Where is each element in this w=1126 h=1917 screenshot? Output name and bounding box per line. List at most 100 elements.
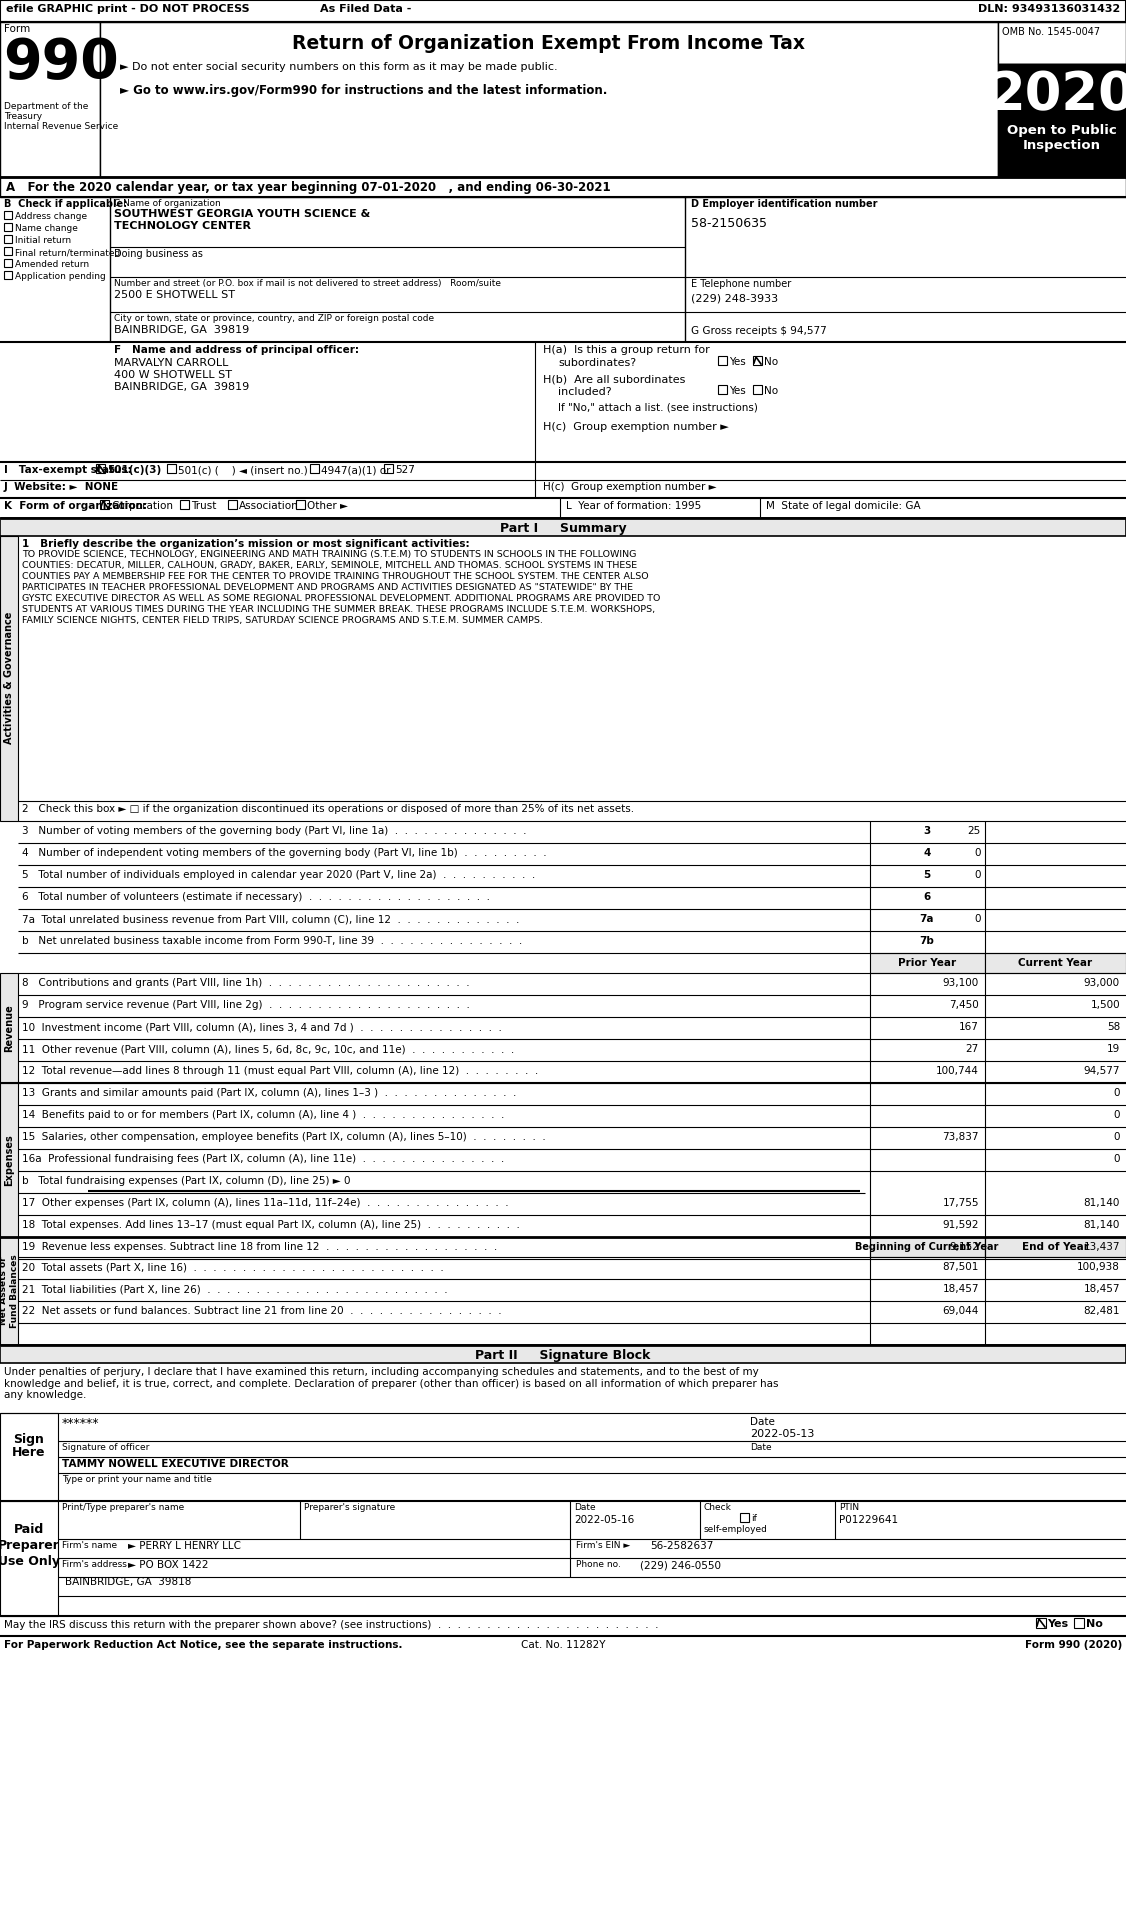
- Bar: [180, 500, 189, 510]
- Text: self-employed: self-employed: [704, 1526, 768, 1534]
- Text: Paid: Paid: [14, 1522, 44, 1536]
- Bar: [718, 357, 727, 364]
- Text: 69,044: 69,044: [942, 1305, 978, 1315]
- Text: No: No: [765, 385, 778, 397]
- Text: Yes: Yes: [729, 357, 745, 366]
- Text: Beginning of Current Year: Beginning of Current Year: [856, 1242, 999, 1252]
- Text: COUNTIES: DECATUR, MILLER, CALHOUN, GRADY, BAKER, EARLY, SEMINOLE, MITCHELL AND : COUNTIES: DECATUR, MILLER, CALHOUN, GRAD…: [23, 562, 637, 569]
- Text: Address change: Address change: [15, 213, 87, 220]
- Bar: [5, 247, 12, 255]
- Bar: [0, 1346, 1126, 1363]
- Text: 501(c) (    ) ◄ (insert no.): 501(c) ( ) ◄ (insert no.): [178, 466, 307, 475]
- Text: 18,457: 18,457: [1083, 1284, 1120, 1294]
- Text: included?: included?: [558, 387, 611, 397]
- Text: 91,592: 91,592: [942, 1219, 978, 1231]
- Text: (229) 246-0550: (229) 246-0550: [640, 1560, 721, 1570]
- Text: 58: 58: [1107, 1022, 1120, 1031]
- Text: Type or print your name and title: Type or print your name and title: [62, 1474, 212, 1484]
- Text: End of Year: End of Year: [1021, 1242, 1089, 1252]
- Text: TAMMY NOWELL EXECUTIVE DIRECTOR: TAMMY NOWELL EXECUTIVE DIRECTOR: [62, 1459, 288, 1468]
- Text: 0: 0: [974, 914, 981, 924]
- Bar: [0, 1236, 18, 1346]
- Text: Here: Here: [12, 1445, 46, 1459]
- Text: 12  Total revenue—add lines 8 through 11 (must equal Part VIII, column (A), line: 12 Total revenue—add lines 8 through 11 …: [23, 1066, 538, 1075]
- Text: 7,450: 7,450: [949, 1001, 978, 1010]
- Text: J  Website: ►  NONE: J Website: ► NONE: [5, 481, 119, 493]
- Text: K  Form of organization:: K Form of organization:: [5, 500, 148, 512]
- Text: Date: Date: [574, 1503, 596, 1513]
- Text: ******: ******: [62, 1417, 99, 1430]
- Bar: [753, 357, 762, 364]
- Text: b   Net unrelated business taxable income from Form 990-T, line 39  .  .  .  .  : b Net unrelated business taxable income …: [23, 935, 522, 945]
- Text: 17  Other expenses (Part IX, column (A), lines 11a–11d, 11f–24e)  .  .  .  .  . : 17 Other expenses (Part IX, column (A), …: [23, 1198, 509, 1208]
- Text: subordinates?: subordinates?: [558, 358, 636, 368]
- Text: 87,501: 87,501: [942, 1261, 978, 1273]
- Bar: [5, 211, 12, 219]
- Text: 94,577: 94,577: [1083, 1066, 1120, 1075]
- Text: H(c)  Group exemption number ►: H(c) Group exemption number ►: [543, 481, 716, 493]
- Text: C Name of organization: C Name of organization: [114, 199, 221, 209]
- Text: H(b)  Are all subordinates: H(b) Are all subordinates: [543, 374, 686, 383]
- Text: efile GRAPHIC print - DO NOT PROCESS: efile GRAPHIC print - DO NOT PROCESS: [6, 4, 250, 13]
- Text: 527: 527: [395, 466, 414, 475]
- Bar: [167, 464, 176, 473]
- Bar: [0, 974, 18, 1083]
- Text: BAINBRIDGE, GA  39818: BAINBRIDGE, GA 39818: [65, 1578, 191, 1587]
- Bar: [740, 1513, 749, 1522]
- Text: 11  Other revenue (Part VIII, column (A), lines 5, 6d, 8c, 9c, 10c, and 11e)  . : 11 Other revenue (Part VIII, column (A),…: [23, 1045, 515, 1054]
- Text: PTIN: PTIN: [839, 1503, 859, 1513]
- Text: 18  Total expenses. Add lines 13–17 (must equal Part IX, column (A), line 25)  .: 18 Total expenses. Add lines 13–17 (must…: [23, 1219, 520, 1231]
- Text: M  State of legal domicile: GA: M State of legal domicile: GA: [766, 500, 921, 512]
- Text: Signature of officer: Signature of officer: [62, 1444, 150, 1451]
- Text: MARVALYN CARROLL: MARVALYN CARROLL: [114, 358, 229, 368]
- Text: 19: 19: [1107, 1045, 1120, 1054]
- Text: Date: Date: [750, 1444, 771, 1451]
- Text: 10  Investment income (Part VIII, column (A), lines 3, 4 and 7d )  .  .  .  .  .: 10 Investment income (Part VIII, column …: [23, 1022, 502, 1031]
- Text: COUNTIES PAY A MEMBERSHIP FEE FOR THE CENTER TO PROVIDE TRAINING THROUGHOUT THE : COUNTIES PAY A MEMBERSHIP FEE FOR THE CE…: [23, 571, 649, 581]
- Text: Yes: Yes: [1047, 1620, 1069, 1629]
- Text: Cat. No. 11282Y: Cat. No. 11282Y: [520, 1641, 606, 1651]
- Bar: [718, 385, 727, 395]
- Text: TO PROVIDE SCIENCE, TECHNOLOGY, ENGINEERING AND MATH TRAINING (S.T.E.M) TO STUDE: TO PROVIDE SCIENCE, TECHNOLOGY, ENGINEER…: [23, 550, 636, 560]
- Text: Treasury: Treasury: [5, 111, 42, 121]
- Text: b   Total fundraising expenses (Part IX, column (D), line 25) ► 0: b Total fundraising expenses (Part IX, c…: [23, 1175, 350, 1187]
- Bar: [96, 464, 105, 473]
- Text: 27: 27: [966, 1045, 978, 1054]
- Text: Part II     Signature Block: Part II Signature Block: [475, 1350, 651, 1361]
- Text: 2500 E SHOTWELL ST: 2500 E SHOTWELL ST: [114, 289, 235, 299]
- Text: Firm's EIN ►: Firm's EIN ►: [577, 1541, 631, 1551]
- Text: 5   Total number of individuals employed in calendar year 2020 (Part V, line 2a): 5 Total number of individuals employed i…: [23, 870, 535, 880]
- Text: 81,140: 81,140: [1083, 1219, 1120, 1231]
- Text: 4: 4: [923, 847, 931, 859]
- Bar: [870, 953, 985, 974]
- Text: PARTICIPATES IN TEACHER PROFESSIONAL DEVELOPMENT AND PROGRAMS AND ACTIVITIES DES: PARTICIPATES IN TEACHER PROFESSIONAL DEV…: [23, 583, 633, 592]
- Text: 3: 3: [923, 826, 930, 836]
- Text: 21  Total liabilities (Part X, line 26)  .  .  .  .  .  .  .  .  .  .  .  .  .  : 21 Total liabilities (Part X, line 26) .…: [23, 1284, 448, 1294]
- Text: (229) 248-3933: (229) 248-3933: [691, 293, 778, 303]
- Text: ► Go to www.irs.gov/Form990 for instructions and the latest information.: ► Go to www.irs.gov/Form990 for instruct…: [120, 84, 607, 98]
- Text: Trust: Trust: [191, 500, 216, 512]
- Bar: [5, 236, 12, 243]
- Text: Form 990 (2020): Form 990 (2020): [1025, 1641, 1121, 1651]
- Text: 7a: 7a: [920, 914, 935, 924]
- Text: 1   Briefly describe the organization’s mission or most significant activities:: 1 Briefly describe the organization’s mi…: [23, 539, 470, 548]
- Text: Firm's address: Firm's address: [62, 1560, 127, 1568]
- Text: Use Only: Use Only: [0, 1555, 60, 1568]
- Text: Application pending: Application pending: [15, 272, 106, 282]
- Text: Open to Public
Inspection: Open to Public Inspection: [1007, 125, 1117, 151]
- Bar: [0, 0, 1126, 21]
- Text: P01229641: P01229641: [839, 1514, 899, 1526]
- Text: Name change: Name change: [15, 224, 78, 234]
- Text: 5: 5: [923, 870, 930, 880]
- Text: 2022-05-16: 2022-05-16: [574, 1514, 634, 1526]
- Text: ► PERRY L HENRY LLC: ► PERRY L HENRY LLC: [128, 1541, 241, 1551]
- Text: OMB No. 1545-0047: OMB No. 1545-0047: [1002, 27, 1100, 36]
- Text: I   Tax-exempt status:: I Tax-exempt status:: [5, 466, 132, 475]
- Text: Prior Year: Prior Year: [897, 958, 956, 968]
- Text: 6   Total number of volunteers (estimate if necessary)  .  .  .  .  .  .  .  .  : 6 Total number of volunteers (estimate i…: [23, 891, 490, 903]
- Bar: [310, 464, 319, 473]
- Text: Date: Date: [750, 1417, 775, 1426]
- Text: Corporation: Corporation: [111, 500, 173, 512]
- Text: Internal Revenue Service: Internal Revenue Service: [5, 123, 118, 130]
- Text: 93,000: 93,000: [1084, 978, 1120, 987]
